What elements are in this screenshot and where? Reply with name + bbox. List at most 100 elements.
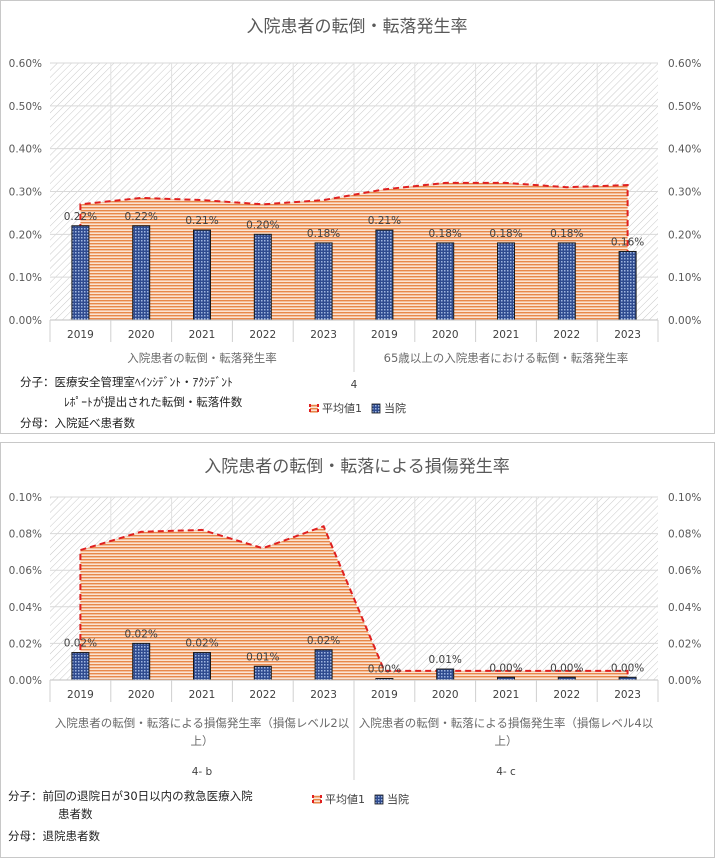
x-tick-label: 2023 [310,329,337,341]
x-tick-label: 2020 [432,689,459,701]
legend-label-bar: 当院 [384,401,406,415]
y-tick-label-right: 0.20% [668,229,701,241]
x-tick-label: 2020 [128,329,155,341]
bar-data-label: 0.01% [429,654,462,666]
group-code: 4 [351,379,358,391]
bar-mark [132,642,151,681]
numerator-note-line1: 分子：医療安全管理室ﾍｲﾝｼﾃﾞﾝﾄ・ｱｸｼﾃﾞﾝﾄ [20,375,233,389]
x-tick-label: 2022 [249,329,276,341]
bar-mark [253,665,272,681]
legend-swatch-average [310,404,318,413]
y-tick-label-right: 0.30% [668,187,701,199]
bar-data-label: 0.20% [246,219,279,231]
bar-data-label: 0.16% [611,236,644,248]
group-label: 入院患者の転倒・転落発生率 [127,351,277,365]
group-code: 4- b [192,766,213,778]
average-line [79,525,629,680]
chart-svg-injury: 入院患者の転倒・転落による損傷発生率 0.00% 0.00% 0.02% 0.02% 0.… [9,457,702,806]
y-tick-label-right: 0.50% [668,101,701,113]
bar-mark [193,229,211,321]
y-tick-label-left: 0.30% [9,187,42,199]
x-tick-label: 2019 [371,689,398,701]
x-tick-label: 2019 [371,329,398,341]
x-tick-label: 2023 [614,689,641,701]
y-tick-label-left: 0.50% [9,101,42,113]
legend: 平均値1 当院 [312,792,409,806]
chart-title: 入院患者の転倒・転落発生率 [247,17,468,37]
bar-mark [314,649,333,681]
bar-mark [71,652,90,681]
bar-data-label: 0.18% [307,228,340,240]
x-tick-label: 2021 [493,689,520,701]
x-tick-label: 2019 [67,329,94,341]
bar-mark [497,242,515,321]
y-tick-label-left: 0.04% [9,602,42,614]
denominator-note: 分母：入院延べ患者数 [20,416,135,430]
bar-data-label: 0.00% [489,662,522,674]
x-tick-label: 2022 [553,329,580,341]
bar-data-label: 0.02% [64,638,97,650]
bar-mark [618,250,637,321]
bar-data-label: 0.21% [368,215,401,227]
bar-data-label: 0.00% [368,664,401,676]
numerator-note-line2: ﾚﾎﾟｰﾄが提出された転倒・転落件数 [64,395,243,409]
bar-mark [71,225,90,321]
bar-data-label: 0.02% [125,628,158,640]
y-tick-label-right: 0.60% [668,58,701,70]
y-tick-label-left: 0.60% [9,58,42,70]
bar-data-label: 0.01% [246,651,279,663]
y-tick-label-left: 0.00% [9,675,42,687]
x-tick-label: 2021 [493,329,520,341]
y-tick-label-right: 0.10% [668,492,701,504]
y-tick-label-right: 0.10% [668,272,701,284]
group-label-line1: 入院患者の転倒・転落による損傷発生率（損傷レベル2以 [55,716,350,730]
bar-data-label: 0.18% [429,228,462,240]
legend-swatch-bar [371,403,381,414]
bar-mark [557,242,576,321]
bar-mark [436,668,455,681]
y-tick-label-left: 0.10% [9,492,42,504]
legend-label-average: 平均値1 [322,402,362,415]
x-tick-label: 2022 [249,689,276,701]
bar-mark [314,242,333,321]
y-tick-label-left: 0.10% [9,272,42,284]
group-label-line1: 入院患者の転倒・転落による損傷発生率（損傷レベル4以 [359,716,654,730]
x-tick-label: 2022 [553,689,580,701]
chart-panel-injury: 入院患者の転倒・転落による損傷発生率 0.00% 0.00% 0.02% 0.02% 0.… [0,442,715,858]
y-tick-label-left: 0.06% [9,565,42,577]
bar-data-label: 0.00% [611,662,644,674]
y-tick-label-left: 0.00% [9,315,42,327]
bar-mark [193,652,211,681]
y-tick-label-right: 0.00% [668,315,701,327]
x-tick-label: 2020 [128,689,155,701]
bar-data-label: 0.02% [307,635,340,647]
legend-label-average: 平均値1 [325,793,365,806]
average-area [80,526,628,680]
chart-title: 入院患者の転倒・転落による損傷発生率 [204,457,510,477]
bar-data-label: 0.02% [185,638,218,650]
average-area [80,182,628,320]
bar-data-label: 0.22% [64,211,97,223]
legend-label-bar: 当院 [387,792,409,806]
bar-mark [132,225,151,321]
x-tick-label: 2021 [189,689,216,701]
average-line [79,181,629,320]
bar-mark [436,242,455,321]
denominator-note: 分母：退院患者数 [8,829,100,843]
y-tick-label-left: 0.02% [9,638,42,650]
bar-mark [253,233,272,321]
numerator-note-line1: 分子：前回の退院日が30日以内の救急医療入院 [8,789,253,803]
bar-mark [375,229,394,321]
y-tick-label-left: 0.08% [9,529,42,541]
group-code: 4- c [496,766,516,778]
legend-swatch-average [313,795,321,804]
y-tick-label-right: 0.40% [668,144,701,156]
legend-swatch-bar [374,794,384,805]
x-tick-label: 2021 [189,329,216,341]
bar-data-label: 0.22% [125,211,158,223]
group-label: 65歳以上の入院患者における転倒・転落発生率 [384,351,629,365]
y-tick-label-right: 0.04% [668,602,701,614]
group-label-line2: 上） [191,734,214,748]
bar-data-label: 0.18% [550,228,583,240]
x-tick-label: 2023 [614,329,641,341]
